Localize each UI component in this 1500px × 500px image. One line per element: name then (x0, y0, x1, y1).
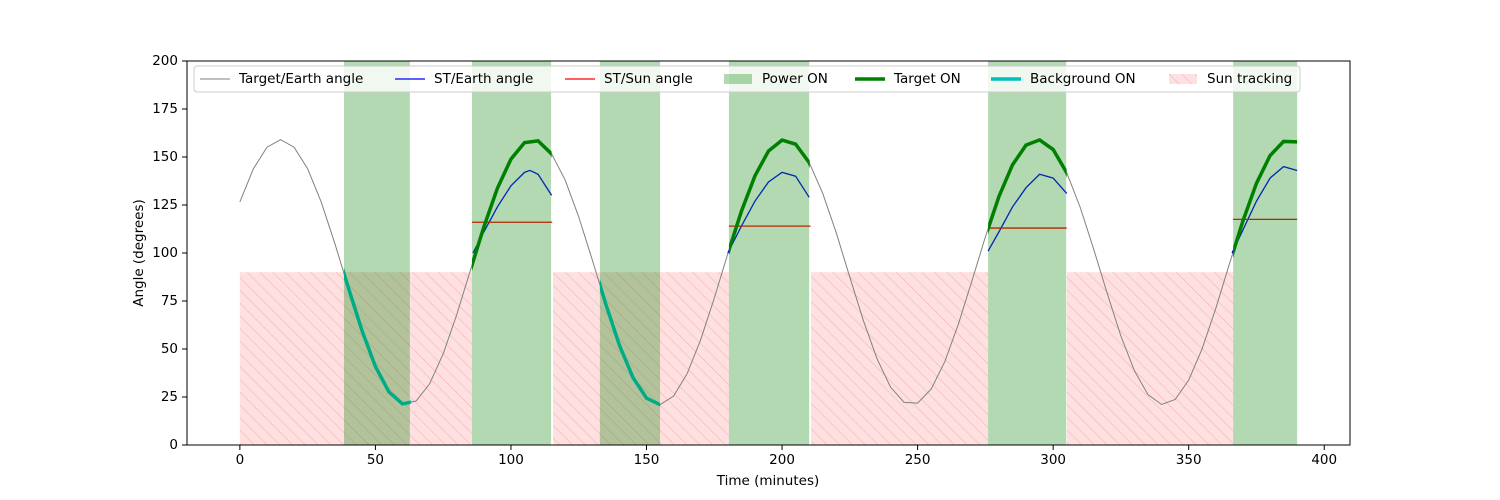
span (728, 61, 810, 445)
x-tick-label: 150 (634, 452, 660, 468)
span (471, 61, 552, 445)
span-hatch (239, 272, 472, 445)
y-tick-label: 50 (161, 341, 178, 357)
legend-handle (724, 74, 752, 84)
highlight-line (1233, 139, 1298, 258)
span (599, 61, 661, 445)
span-hatch (552, 272, 729, 445)
span (1233, 61, 1298, 445)
span-group (599, 61, 661, 445)
legend-label: ST/Earth angle (434, 71, 533, 87)
y-tick-label: 75 (161, 293, 178, 309)
x-tick-label: 250 (905, 452, 931, 468)
x-tick-label: 50 (367, 452, 384, 468)
x-axis-label: Time (minutes) (716, 473, 820, 489)
x-tick-label: 200 (769, 452, 795, 468)
highlight-line (599, 278, 661, 407)
span-group (1233, 61, 1298, 445)
span-hatch (1066, 272, 1234, 445)
span-group (988, 61, 1067, 445)
highlight-line (728, 138, 810, 255)
span (343, 61, 410, 445)
span-group (1066, 272, 1234, 445)
legend-label: Sun tracking (1207, 71, 1292, 87)
y-tick-label: 100 (152, 245, 178, 261)
highlight-line (343, 267, 412, 406)
y-tick-label: 175 (152, 101, 178, 117)
span-hatch (811, 272, 989, 445)
legend-label: Background ON (1030, 71, 1136, 87)
span-group (471, 61, 552, 445)
y-axis-label: Angle (degrees) (131, 199, 147, 307)
legend-hatch (1169, 74, 1197, 84)
y-tick-label: 25 (161, 389, 178, 405)
span-group (728, 61, 810, 445)
y-tick-label: 125 (152, 197, 178, 213)
legend-label: Power ON (762, 71, 828, 87)
legend-label: ST/Sun angle (604, 71, 693, 87)
span-group (552, 272, 729, 445)
x-tick-label: 100 (498, 452, 524, 468)
x-tick-label: 0 (236, 452, 245, 468)
legend-label: Target/Earth angle (238, 71, 363, 87)
x-tick-label: 300 (1040, 452, 1066, 468)
span (988, 61, 1067, 445)
legend-box (193, 65, 1301, 93)
y-tick-label: 200 (152, 53, 178, 69)
y-tick-label: 150 (152, 149, 178, 165)
highlight-line (988, 137, 1067, 235)
series-line (471, 218, 1298, 229)
series-line (472, 165, 1298, 254)
legend: Target/Earth angle ST/Earth angle ST/Sun a… (193, 65, 1301, 93)
highlight-line (471, 139, 552, 272)
span-group (343, 61, 410, 445)
legend-label: Target ON (893, 71, 961, 87)
x-tick-label: 400 (1311, 452, 1337, 468)
y-tick-label: 0 (169, 437, 178, 453)
x-tick-label: 350 (1176, 452, 1202, 468)
span-group (811, 272, 989, 445)
span-group (239, 272, 472, 445)
